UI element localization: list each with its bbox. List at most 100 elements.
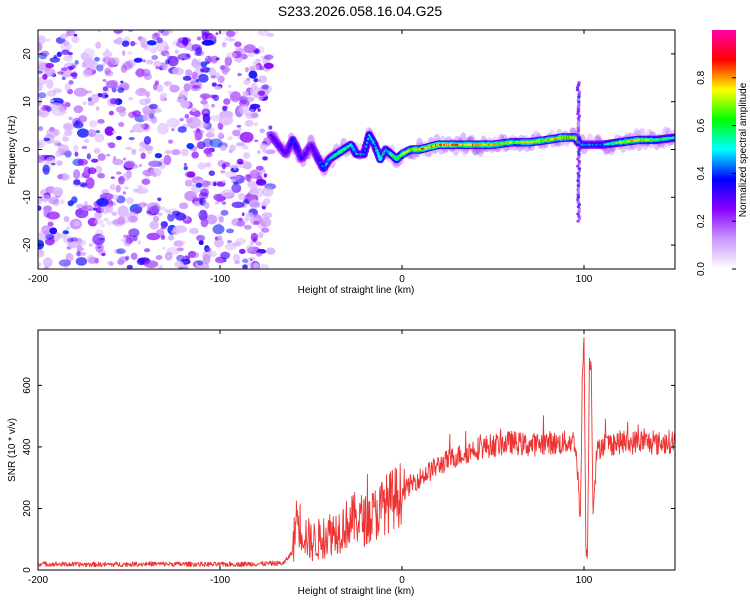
noise-blob	[64, 129, 73, 137]
signal-cell	[350, 145, 353, 147]
snr-frame	[37, 329, 676, 571]
noise-blob	[190, 107, 197, 113]
noise-blob	[239, 131, 254, 143]
noise-blob	[219, 124, 223, 129]
x-tick-label: -200	[28, 274, 48, 285]
noise-blob	[106, 80, 118, 89]
noise-blob	[62, 136, 70, 142]
noise-blob	[146, 40, 157, 46]
noise-blob	[144, 145, 154, 151]
noise-blob	[245, 96, 255, 102]
noise-blob	[164, 251, 173, 261]
signal-cell	[375, 149, 378, 152]
spike-cell	[577, 93, 581, 96]
noise-blob	[63, 122, 74, 132]
signal-cell	[312, 148, 315, 151]
noise-blob	[261, 212, 273, 219]
noise-blob	[219, 115, 234, 126]
noise-blob	[227, 90, 235, 95]
spike-cell	[577, 119, 581, 123]
noise-blob	[162, 246, 166, 250]
signal-cell	[279, 147, 282, 150]
noise-blob	[73, 33, 78, 37]
noise-blob	[198, 73, 209, 83]
snr-background	[38, 330, 675, 570]
noise-blob	[179, 89, 188, 100]
page-title: S233.2026.058.16.04.G25	[277, 3, 443, 19]
spike-cell	[577, 136, 581, 139]
noise-blob	[90, 222, 94, 227]
noise-blob	[42, 194, 50, 200]
y-tick-label: 0	[22, 146, 33, 152]
noise-blob	[249, 199, 261, 209]
noise-blob	[205, 247, 212, 252]
noise-blob	[232, 129, 241, 137]
noise-blob	[45, 157, 56, 164]
noise-blob	[160, 221, 168, 228]
x-tick-label: 0	[399, 274, 405, 285]
noise-blob	[38, 35, 46, 45]
noise-blob	[109, 183, 116, 191]
signal-cell	[298, 152, 301, 155]
noise-blob	[132, 188, 140, 193]
noise-blob	[42, 205, 52, 214]
noise-blob	[155, 229, 165, 238]
signal-cell	[283, 151, 286, 154]
spike-cell	[576, 112, 580, 116]
noise-blob	[121, 50, 126, 56]
noise-blob	[191, 71, 198, 80]
noise-blob	[38, 92, 47, 99]
noise-blob	[80, 52, 89, 61]
noise-blob	[161, 30, 170, 36]
y-tick-label: 400	[22, 438, 33, 455]
noise-blob	[38, 205, 42, 211]
noise-blob	[95, 106, 100, 111]
noise-blob	[257, 30, 269, 36]
noise-blob	[212, 224, 225, 235]
noise-blob	[253, 49, 260, 55]
noise-blob	[193, 110, 201, 118]
signal-cell	[316, 157, 319, 160]
noise-blob	[77, 115, 88, 123]
signal-cell	[289, 143, 292, 146]
noise-blob	[181, 266, 189, 269]
x-tick-label: -100	[210, 575, 230, 586]
noise-blob	[196, 59, 202, 67]
noise-blob	[159, 95, 166, 102]
noise-blob	[56, 142, 62, 147]
noise-blob	[125, 255, 130, 261]
spike-cell	[577, 169, 582, 173]
noise-blob	[49, 57, 61, 63]
noise-blob	[248, 70, 258, 79]
noise-blob	[166, 117, 181, 128]
noise-blob	[46, 128, 59, 138]
noise-blob	[226, 52, 237, 59]
noise-blob	[202, 253, 211, 265]
noise-blob	[47, 221, 54, 227]
noise-blob	[118, 256, 129, 263]
signal-cell	[319, 161, 322, 164]
spike-cell	[577, 207, 582, 211]
noise-blob	[181, 37, 189, 46]
signal-cell	[313, 150, 316, 153]
noise-blob	[221, 179, 227, 184]
noise-blob	[57, 233, 67, 239]
noise-blob	[94, 219, 105, 225]
noise-blob	[196, 78, 199, 83]
spike-cell	[576, 138, 580, 142]
noise-blob	[205, 132, 215, 138]
spike-cell	[576, 212, 580, 216]
noise-blob	[88, 243, 93, 247]
noise-blob	[81, 61, 87, 68]
noise-blob	[97, 30, 101, 33]
noise-blob	[214, 72, 221, 79]
noise-blob	[255, 241, 262, 246]
noise-blob	[259, 143, 268, 151]
noise-blob	[73, 105, 84, 114]
noise-blob	[236, 158, 244, 165]
noise-blob	[256, 252, 263, 257]
noise-blob	[182, 75, 192, 81]
noise-blob	[255, 179, 267, 186]
noise-blob	[232, 253, 240, 262]
noise-blob	[40, 50, 50, 57]
